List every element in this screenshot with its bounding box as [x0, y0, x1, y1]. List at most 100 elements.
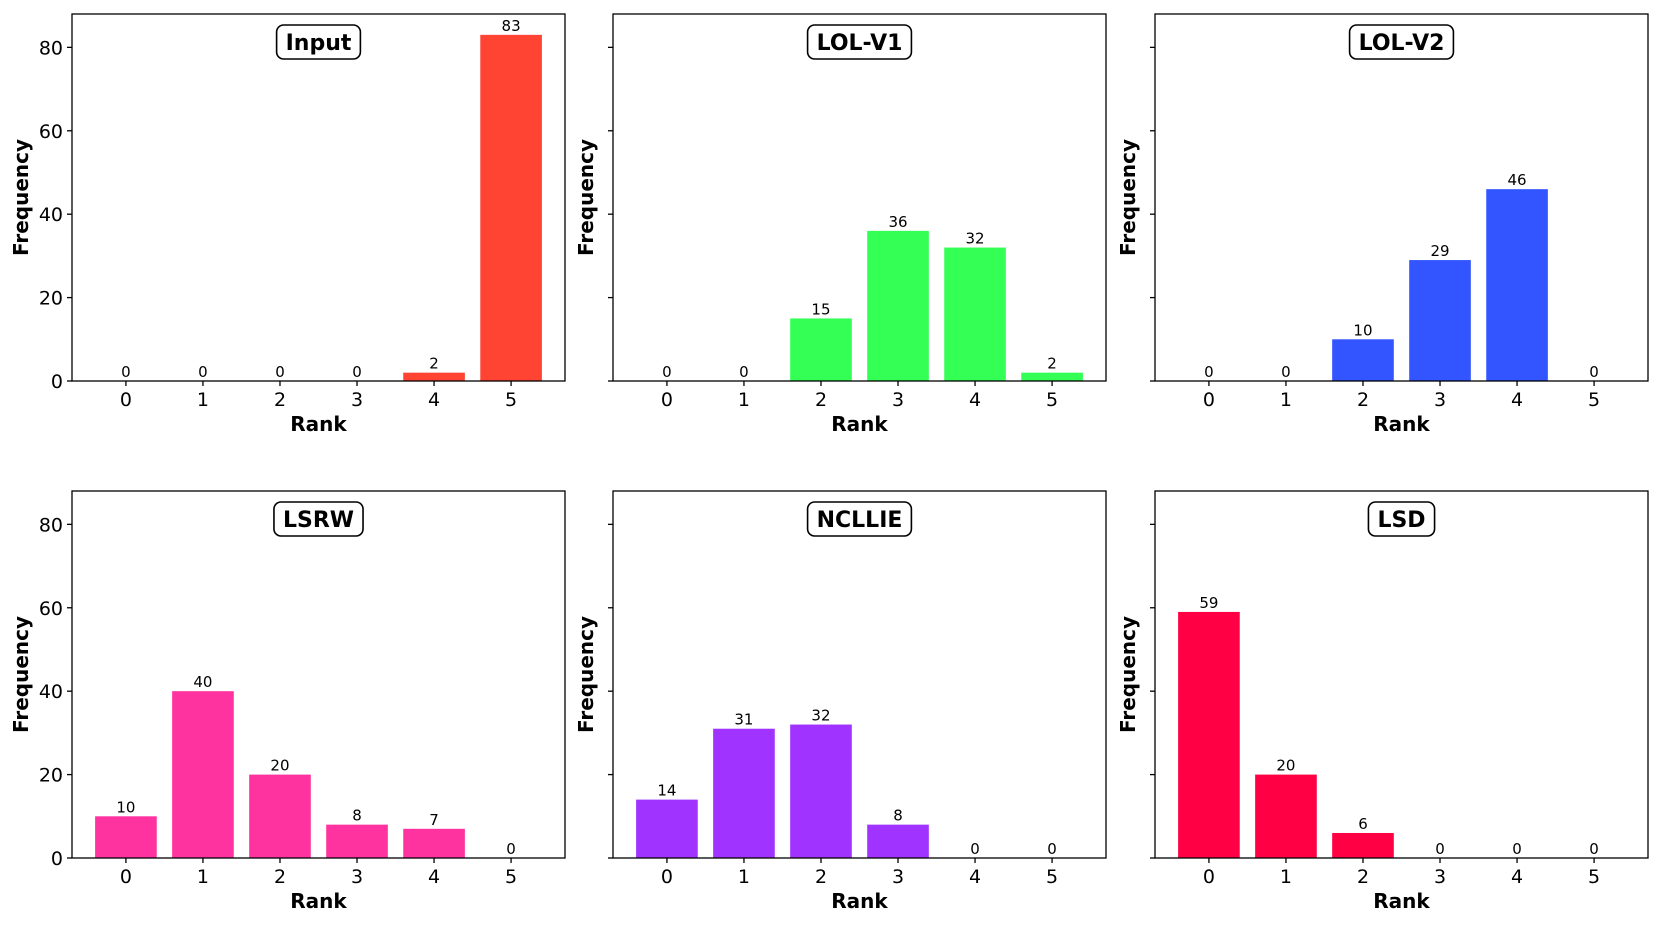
x-axis-label: Rank	[831, 889, 888, 913]
bar-rank-2	[790, 318, 852, 381]
y-tick-label: 20	[39, 765, 63, 787]
x-tick-label: 1	[738, 389, 750, 411]
bar-rank-1	[172, 691, 234, 858]
x-tick-label: 5	[1046, 389, 1058, 411]
chart-panel-input: 0 0 0 0 2 83 0 1 2 3 4 5 0 20 40 60 80 Rank Frequency Input	[9, 13, 566, 436]
bar-value-label: 31	[734, 711, 753, 729]
panel-title-box	[1348, 24, 1455, 60]
y-tick-label: 80	[39, 514, 63, 536]
x-tick-label: 0	[661, 389, 673, 411]
bar-rank-5	[480, 34, 542, 381]
bar-value-label: 0	[275, 363, 285, 381]
bar-rank-0	[636, 799, 698, 858]
panel-title: NCLLIE	[817, 508, 903, 533]
x-tick-label: 2	[1357, 866, 1369, 888]
panel-title-box	[275, 24, 362, 60]
bar-rank-4	[1486, 189, 1548, 381]
panel-title: Input	[286, 31, 352, 56]
x-tick-label: 5	[505, 389, 517, 411]
plot-frame	[71, 490, 566, 859]
bar-rank-4	[944, 247, 1006, 381]
bar-rank-3	[867, 230, 929, 381]
bar-value-label: 0	[1589, 840, 1599, 858]
bar-rank-1	[1255, 774, 1317, 858]
y-axis-label: Frequency	[1116, 616, 1140, 733]
bar-value-label: 0	[1589, 363, 1599, 381]
panel-title: LSRW	[283, 508, 354, 533]
x-tick-label: 3	[351, 389, 363, 411]
panel-title-box	[806, 24, 913, 60]
bar-value-label: 2	[1047, 355, 1057, 373]
bar-value-label: 7	[429, 811, 439, 829]
bar-value-label: 14	[657, 782, 676, 800]
y-axis-label: Frequency	[1116, 139, 1140, 256]
chart-panel-ncllie: 14 31 32 8 0 0 0 1 2 3 4 5 Rank Frequency NCLLIE	[574, 490, 1107, 913]
y-tick-label: 40	[39, 204, 63, 226]
bar-value-label: 20	[270, 757, 289, 775]
x-tick-label: 3	[351, 866, 363, 888]
y-tick-label: 60	[39, 121, 63, 143]
bar-value-label: 20	[1276, 757, 1295, 775]
x-tick-label: 0	[1203, 866, 1215, 888]
x-tick-label: 4	[428, 866, 440, 888]
x-tick-label: 4	[428, 389, 440, 411]
bar-value-label: 0	[198, 363, 208, 381]
x-axis-label: Rank	[290, 889, 347, 913]
x-tick-label: 1	[1280, 866, 1292, 888]
plot-frame	[612, 490, 1107, 859]
bar-rank-3	[326, 824, 388, 858]
x-tick-label: 3	[892, 866, 904, 888]
plot-frame	[1154, 13, 1649, 382]
bar-value-label: 59	[1199, 594, 1218, 612]
bar-value-label: 6	[1358, 815, 1368, 833]
bar-value-label: 40	[193, 673, 212, 691]
y-axis-label: Frequency	[574, 616, 598, 733]
bar-value-label: 29	[1430, 242, 1449, 260]
y-tick-label: 60	[39, 598, 63, 620]
panel-title-box	[1367, 501, 1436, 537]
bar-rank-2	[790, 724, 852, 858]
x-tick-label: 5	[1588, 866, 1600, 888]
x-tick-label: 0	[120, 866, 132, 888]
x-tick-label: 2	[815, 389, 827, 411]
bar-value-label: 15	[811, 300, 830, 318]
bar-rank-3	[867, 824, 929, 858]
x-axis-label: Rank	[831, 412, 888, 436]
y-tick-label: 80	[39, 37, 63, 59]
x-tick-label: 2	[274, 866, 286, 888]
panel-title: LOL-V2	[1359, 31, 1445, 56]
x-tick-label: 3	[1434, 389, 1446, 411]
bar-value-label: 0	[1204, 363, 1214, 381]
x-tick-label: 0	[661, 866, 673, 888]
bar-value-label: 83	[502, 17, 521, 35]
bar-value-label: 0	[1281, 363, 1291, 381]
panel-title-box	[273, 501, 364, 537]
bar-value-label: 10	[1353, 321, 1372, 339]
bar-value-label: 46	[1508, 171, 1527, 189]
x-tick-label: 1	[1280, 389, 1292, 411]
bar-value-label: 8	[893, 807, 903, 825]
bar-value-label: 32	[966, 230, 985, 248]
bar-rank-4	[403, 828, 465, 858]
chart-panel-lol-v2: 0 0 10 29 46 0 0 1 2 3 4 5 Rank Frequency LOL-V2	[1116, 13, 1649, 436]
y-tick-label: 40	[39, 681, 63, 703]
chart-panel-lol-v1: 0 0 15 36 32 2 0 1 2 3 4 5 Rank Frequency LOL-V1	[574, 13, 1107, 436]
y-axis-label: Frequency	[9, 616, 33, 733]
bar-value-label: 10	[116, 798, 135, 816]
bar-rank-0	[1178, 611, 1240, 858]
bar-value-label: 0	[970, 840, 980, 858]
panel-title-box	[806, 501, 913, 537]
bar-rank-1	[713, 728, 775, 858]
x-tick-label: 1	[197, 389, 209, 411]
x-tick-label: 0	[1203, 389, 1215, 411]
bar-value-label: 0	[352, 363, 362, 381]
x-tick-label: 4	[1511, 389, 1523, 411]
bar-value-label: 0	[739, 363, 749, 381]
x-axis-label: Rank	[290, 412, 347, 436]
bar-rank-2	[1332, 339, 1394, 381]
bar-value-label: 0	[121, 363, 131, 381]
bar-value-label: 0	[506, 840, 516, 858]
y-axis-label: Frequency	[9, 139, 33, 256]
